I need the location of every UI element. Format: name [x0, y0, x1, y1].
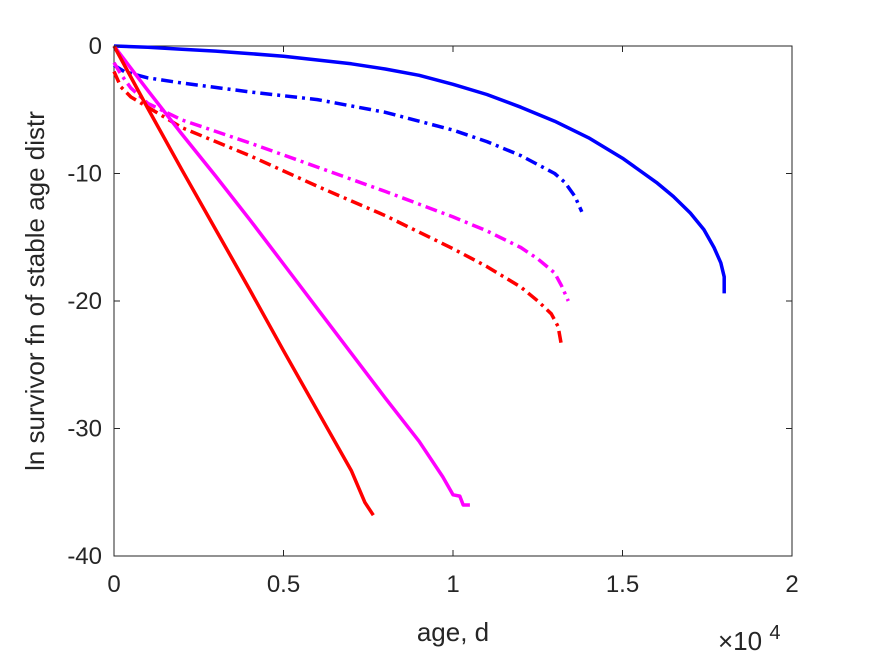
series-lines: [112, 44, 726, 517]
x-axis-ticks: 0 0.5 1 1.5 2: [107, 46, 799, 598]
series-line-5: [112, 44, 470, 507]
x-axis-multiplier-exponent: 4: [769, 622, 780, 644]
x-axis-multiplier: ×10 4: [718, 622, 780, 656]
x-tick-label: 0: [107, 571, 120, 598]
x-tick-label: 0.5: [267, 571, 300, 598]
y-axis-label: ln survivor fn of stable age distr: [20, 111, 50, 471]
x-tick-label: 2: [785, 571, 798, 598]
plot-area: [113, 45, 793, 557]
series-line-6: [112, 45, 375, 517]
x-axis-label: age, d: [417, 617, 489, 647]
y-tick-label: 0: [89, 33, 102, 60]
y-axis-ticks: 0 -10 -20 -30 -40: [67, 33, 792, 570]
y-tick-label: -40: [67, 543, 102, 570]
y-tick-label: -30: [67, 416, 102, 443]
x-tick-label: 1.5: [606, 571, 639, 598]
series-line-3: [112, 61, 570, 302]
y-tick-label: -20: [67, 288, 102, 315]
x-tick-label: 1: [446, 571, 459, 598]
x-axis-multiplier-base: ×10: [718, 626, 762, 656]
y-tick-label: -10: [67, 161, 102, 188]
series-line-1: [113, 44, 726, 294]
